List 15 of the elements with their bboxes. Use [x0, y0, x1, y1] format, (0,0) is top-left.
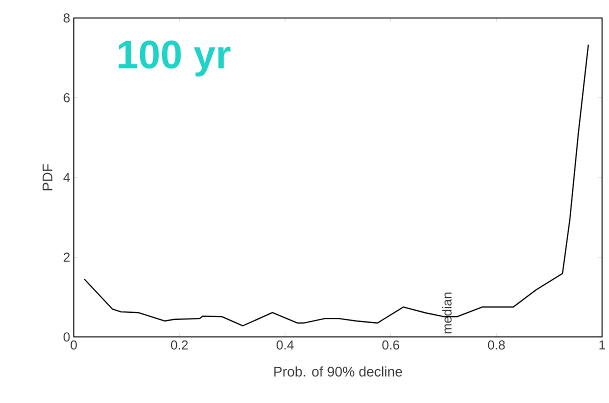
y-tick-label: 0	[64, 332, 70, 342]
x-tick-label: 0.8	[488, 340, 505, 350]
text: 100 yr	[118, 40, 230, 77]
y-axis-title: PDF	[42, 164, 52, 190]
x-tick-label: 0.6	[382, 340, 400, 350]
y-tick-label: 4	[63, 173, 70, 182]
x-tick-label: 0	[70, 340, 77, 350]
x-axis-title: Prob. of 90% decline	[274, 366, 402, 377]
annotation: median	[442, 292, 452, 334]
x-tick-label: 1	[599, 340, 606, 350]
x-tick-label: 0.4	[276, 340, 294, 350]
y-tick-label: 2	[64, 252, 70, 262]
y-tick-label: 6	[64, 93, 70, 102]
x-tick-label: 0.2	[170, 340, 188, 350]
y-tick-label: 8	[64, 14, 70, 23]
